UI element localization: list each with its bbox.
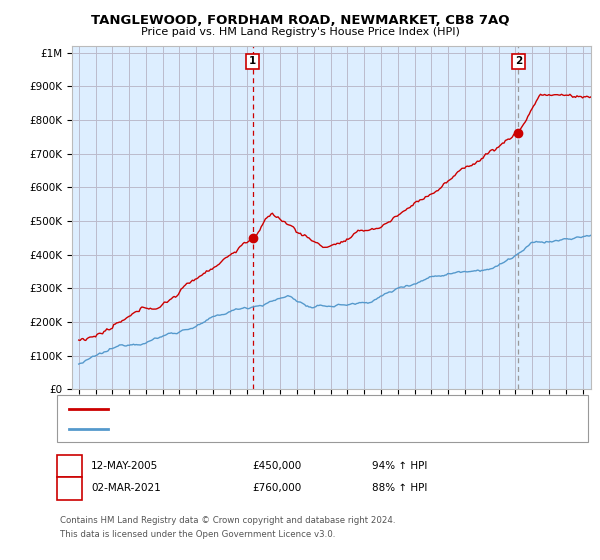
Text: 88% ↑ HPI: 88% ↑ HPI [372, 483, 427, 493]
Text: TANGLEWOOD, FORDHAM ROAD, NEWMARKET, CB8 7AQ (detached house): TANGLEWOOD, FORDHAM ROAD, NEWMARKET, CB8… [115, 404, 482, 414]
Text: Contains HM Land Registry data © Crown copyright and database right 2024.: Contains HM Land Registry data © Crown c… [60, 516, 395, 525]
Text: 02-MAR-2021: 02-MAR-2021 [91, 483, 161, 493]
Text: 94% ↑ HPI: 94% ↑ HPI [372, 461, 427, 471]
Text: 1: 1 [249, 56, 256, 66]
Text: 2: 2 [66, 483, 73, 493]
Text: £760,000: £760,000 [252, 483, 301, 493]
Text: £450,000: £450,000 [252, 461, 301, 471]
Text: 1: 1 [66, 461, 73, 471]
Text: This data is licensed under the Open Government Licence v3.0.: This data is licensed under the Open Gov… [60, 530, 335, 539]
Text: TANGLEWOOD, FORDHAM ROAD, NEWMARKET, CB8 7AQ: TANGLEWOOD, FORDHAM ROAD, NEWMARKET, CB8… [91, 14, 509, 27]
Text: 12-MAY-2005: 12-MAY-2005 [91, 461, 158, 471]
Text: HPI: Average price, detached house, West Suffolk: HPI: Average price, detached house, West… [115, 424, 356, 434]
Text: 2: 2 [515, 56, 522, 66]
Text: Price paid vs. HM Land Registry's House Price Index (HPI): Price paid vs. HM Land Registry's House … [140, 27, 460, 37]
